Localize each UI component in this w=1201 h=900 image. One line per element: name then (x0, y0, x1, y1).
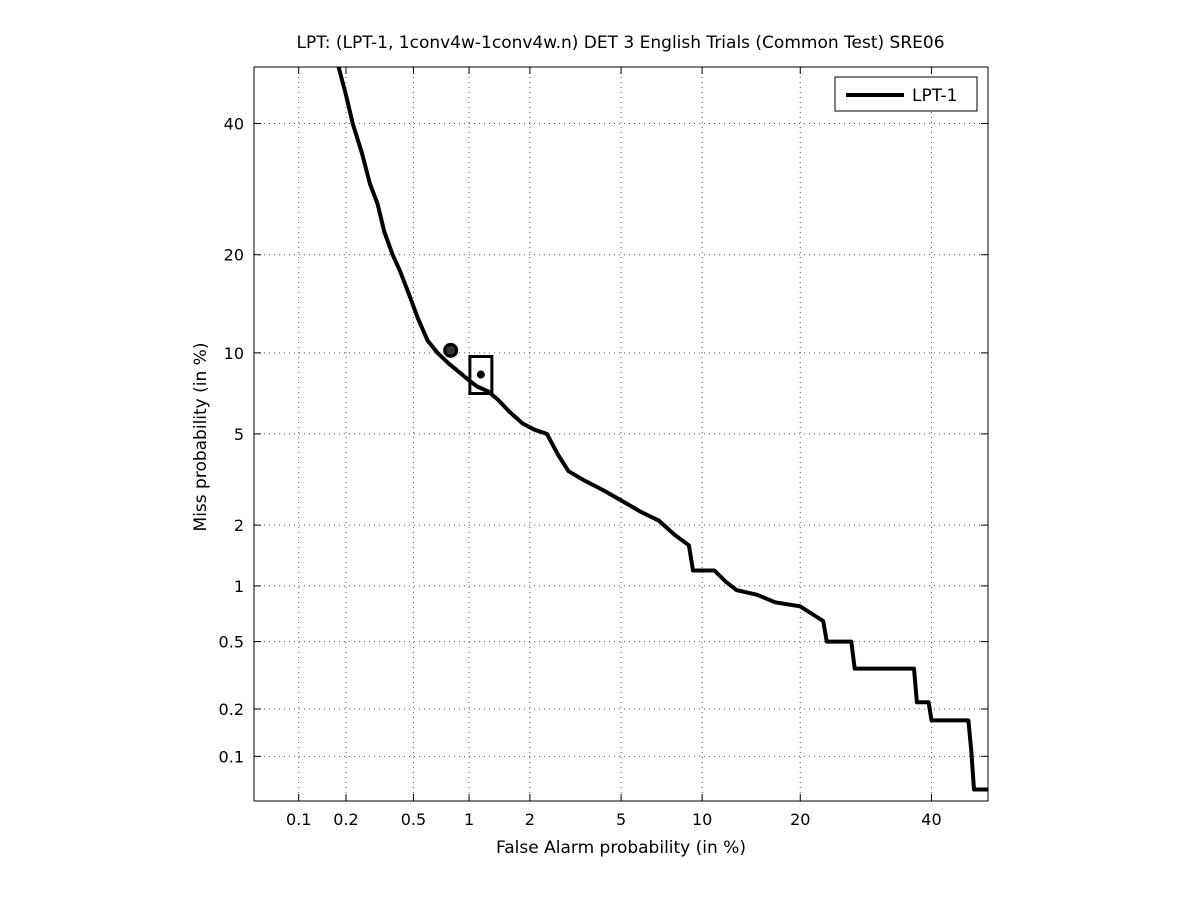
min-dcf-point-marker (468, 355, 494, 396)
x-tick-label: 0.5 (401, 810, 426, 829)
legend: LPT-1 (834, 76, 978, 112)
series-layer (336, 67, 988, 792)
y-tick-label: 10 (224, 344, 244, 363)
x-tick-label: 0.2 (333, 810, 358, 829)
y-tick-label: 5 (234, 425, 244, 444)
grid (254, 67, 988, 801)
chart-title: LPT: (LPT-1, 1conv4w-1conv4w.n) DET 3 En… (296, 33, 945, 53)
x-tick-label: 10 (692, 810, 712, 829)
y-tick-label: 20 (224, 246, 244, 265)
y-tick-label: 0.1 (219, 747, 244, 766)
x-axis-label: False Alarm probability (in %) (496, 838, 746, 858)
y-tick-label: 40 (224, 115, 244, 134)
y-axis-label: Miss probability (in %) (191, 342, 211, 532)
x-tick-label: 2 (525, 810, 535, 829)
series-line-lpt-1 (336, 67, 988, 792)
actual-decision-point-marker (443, 342, 459, 358)
y-tick-label: 1 (234, 577, 244, 596)
tick-marks (254, 67, 988, 801)
tick-labels: 0.1 0.2 0.5 1 2 5 10 20 40 0.1 0.2 0.5 1 2 5 10 20 40 (219, 115, 942, 829)
min-dcf-point-dot (476, 370, 485, 379)
y-tick-label: 0.5 (219, 633, 244, 652)
marker-layer (443, 342, 494, 396)
x-tick-label: 20 (790, 810, 810, 829)
x-tick-label: 40 (921, 810, 941, 829)
x-tick-label: 5 (616, 810, 626, 829)
x-tick-label: 1 (464, 810, 474, 829)
x-tick-label: 0.1 (286, 810, 311, 829)
y-tick-label: 2 (234, 516, 244, 535)
y-tick-label: 0.2 (219, 700, 244, 719)
legend-label: LPT-1 (912, 86, 958, 106)
